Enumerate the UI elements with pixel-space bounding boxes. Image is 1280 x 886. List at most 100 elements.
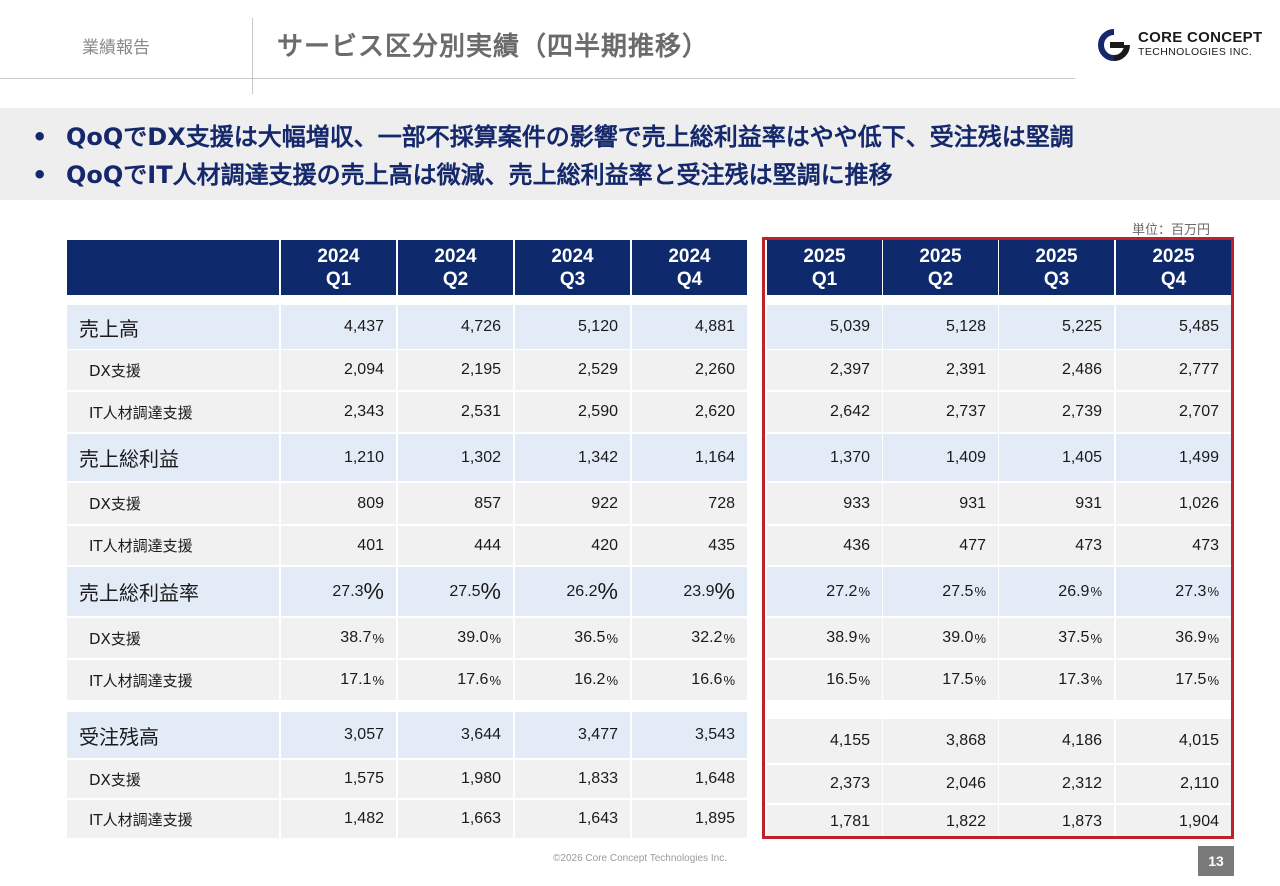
percent-sign: % — [1090, 630, 1102, 646]
row-label: DX支援 — [67, 618, 279, 658]
percent-sign: % — [489, 630, 501, 646]
column-year: 2025 — [1035, 246, 1078, 267]
table-cell: 3,477 — [515, 712, 630, 758]
table-cell: 2,373 — [767, 765, 882, 803]
cell-value: 5,225 — [1061, 318, 1102, 335]
table-cell: 16.5% — [767, 660, 882, 700]
cell-value: 2,486 — [1061, 361, 1102, 378]
table-cell: 4,437 — [281, 305, 396, 349]
column-header: 2025 Q4 — [1116, 240, 1231, 295]
table-cell: 27.2% — [767, 567, 882, 616]
percent-sign: % — [858, 672, 870, 688]
table-cell: 36.5% — [515, 618, 630, 658]
table-cell: 4,015 — [1116, 719, 1231, 763]
page-title: サービス区分別実績（四半期推移） — [277, 32, 710, 62]
cell-value: 26.9 — [1058, 582, 1090, 600]
percent-sign: % — [1090, 672, 1102, 688]
cell-value: 2,046 — [945, 775, 986, 792]
percent-sign: % — [723, 672, 735, 688]
cell-value: 17.6 — [457, 671, 489, 688]
table-cell: 1,833 — [515, 760, 630, 798]
table-cell: 2,531 — [398, 392, 513, 432]
column-header: 2024 Q3 — [515, 240, 630, 295]
table-cell: 401 — [281, 526, 396, 565]
cell-value: 27.5 — [449, 582, 481, 600]
row-label: IT人材調達支援 — [67, 800, 279, 838]
table-cell: 2,529 — [515, 350, 630, 390]
table-cell: 473 — [999, 526, 1114, 565]
table-cell: 1,482 — [281, 800, 396, 838]
bullet-icon: • — [32, 123, 48, 151]
column-quarter: Q2 — [442, 269, 469, 290]
table-cell: 26.2% — [515, 567, 630, 616]
cell-value: 4,186 — [1061, 732, 1102, 749]
table-cell: 857 — [398, 483, 513, 524]
column-header: 2024 Q2 — [398, 240, 513, 295]
table-cell: 2,620 — [632, 392, 747, 432]
column-year: 2024 — [668, 246, 711, 267]
cell-value: 37.5 — [1058, 629, 1090, 646]
summary-bullet: • QoQでDX支援は大幅増収、一部不採算案件の影響で売上総利益率はやや低下、受注… — [32, 117, 1074, 152]
cell-value: 420 — [591, 536, 618, 554]
cell-value: 931 — [1075, 494, 1102, 512]
column-quarter: Q2 — [927, 269, 954, 290]
table-cell: 27.3% — [1116, 567, 1231, 616]
table-cell: 23.9% — [632, 567, 747, 616]
summary-bullet: • QoQでIT人材調達支援の売上高は微減、売上総利益率と受注残は堅調に推移 — [32, 155, 893, 190]
copyright: ©2026 Core Concept Technologies Inc. — [553, 853, 727, 864]
table-cell: 2,737 — [883, 392, 998, 432]
cell-value: 2,531 — [460, 403, 501, 420]
cell-value: 1,895 — [694, 810, 735, 827]
row-label: DX支援 — [67, 483, 279, 524]
percent-sign: % — [606, 630, 618, 646]
table-cell: 728 — [632, 483, 747, 524]
table-cell: 931 — [883, 483, 998, 524]
table-cell: 4,155 — [767, 719, 882, 763]
cell-value: 27.2 — [826, 582, 858, 600]
table-cell: 2,046 — [883, 765, 998, 803]
column-year: 2025 — [803, 246, 846, 267]
cell-value: 1,026 — [1178, 494, 1219, 512]
table-cell: 3,644 — [398, 712, 513, 758]
table-cell: 436 — [767, 526, 882, 565]
header-corner — [67, 240, 279, 295]
summary-bullet-text: QoQでIT人材調達支援の売上高は微減、売上総利益率と受注残は堅調に推移 — [66, 161, 893, 189]
table-cell: 420 — [515, 526, 630, 565]
table-cell: 809 — [281, 483, 396, 524]
cell-value: 39.0 — [457, 629, 489, 646]
cell-value: 401 — [357, 536, 384, 554]
cell-value: 4,437 — [343, 318, 384, 335]
table-cell: 2,397 — [767, 350, 882, 390]
table-cell: 2,642 — [767, 392, 882, 432]
cell-value: 728 — [708, 494, 735, 512]
cell-value: 5,485 — [1178, 318, 1219, 335]
column-quarter: Q3 — [559, 269, 586, 290]
cell-value: 2,739 — [1061, 403, 1102, 420]
logo-subtitle: TECHNOLOGIES INC. — [1138, 46, 1253, 58]
table-cell: 39.0% — [883, 618, 998, 658]
table-cell: 27.5% — [883, 567, 998, 616]
summary-bullet-text: QoQでDX支援は大幅増収、一部不採算案件の影響で売上総利益率はやや低下、受注残… — [66, 123, 1074, 151]
table-cell: 1,370 — [767, 434, 882, 481]
cell-value: 809 — [357, 494, 384, 512]
cell-value: 5,128 — [945, 318, 986, 335]
percent-sign: % — [489, 672, 501, 688]
cell-value: 1,575 — [343, 770, 384, 787]
section-label: 業績報告 — [82, 38, 150, 58]
table-cell: 1,895 — [632, 800, 747, 838]
cell-value: 3,543 — [694, 726, 735, 743]
cell-value: 1,405 — [1061, 448, 1102, 466]
percent-sign: % — [723, 630, 735, 646]
column-year: 2024 — [434, 246, 477, 267]
row-label: IT人材調達支援 — [67, 526, 279, 565]
cell-value: 1,980 — [460, 770, 501, 787]
table-cell: 38.9% — [767, 618, 882, 658]
table-cell: 1,575 — [281, 760, 396, 798]
cell-value: 2,620 — [694, 403, 735, 420]
cell-value: 1,499 — [1178, 448, 1219, 466]
cell-value: 23.9 — [683, 582, 715, 600]
table-cell: 32.2% — [632, 618, 747, 658]
table-cell: 2,195 — [398, 350, 513, 390]
table-cell: 1,342 — [515, 434, 630, 481]
cell-value: 4,881 — [694, 318, 735, 335]
